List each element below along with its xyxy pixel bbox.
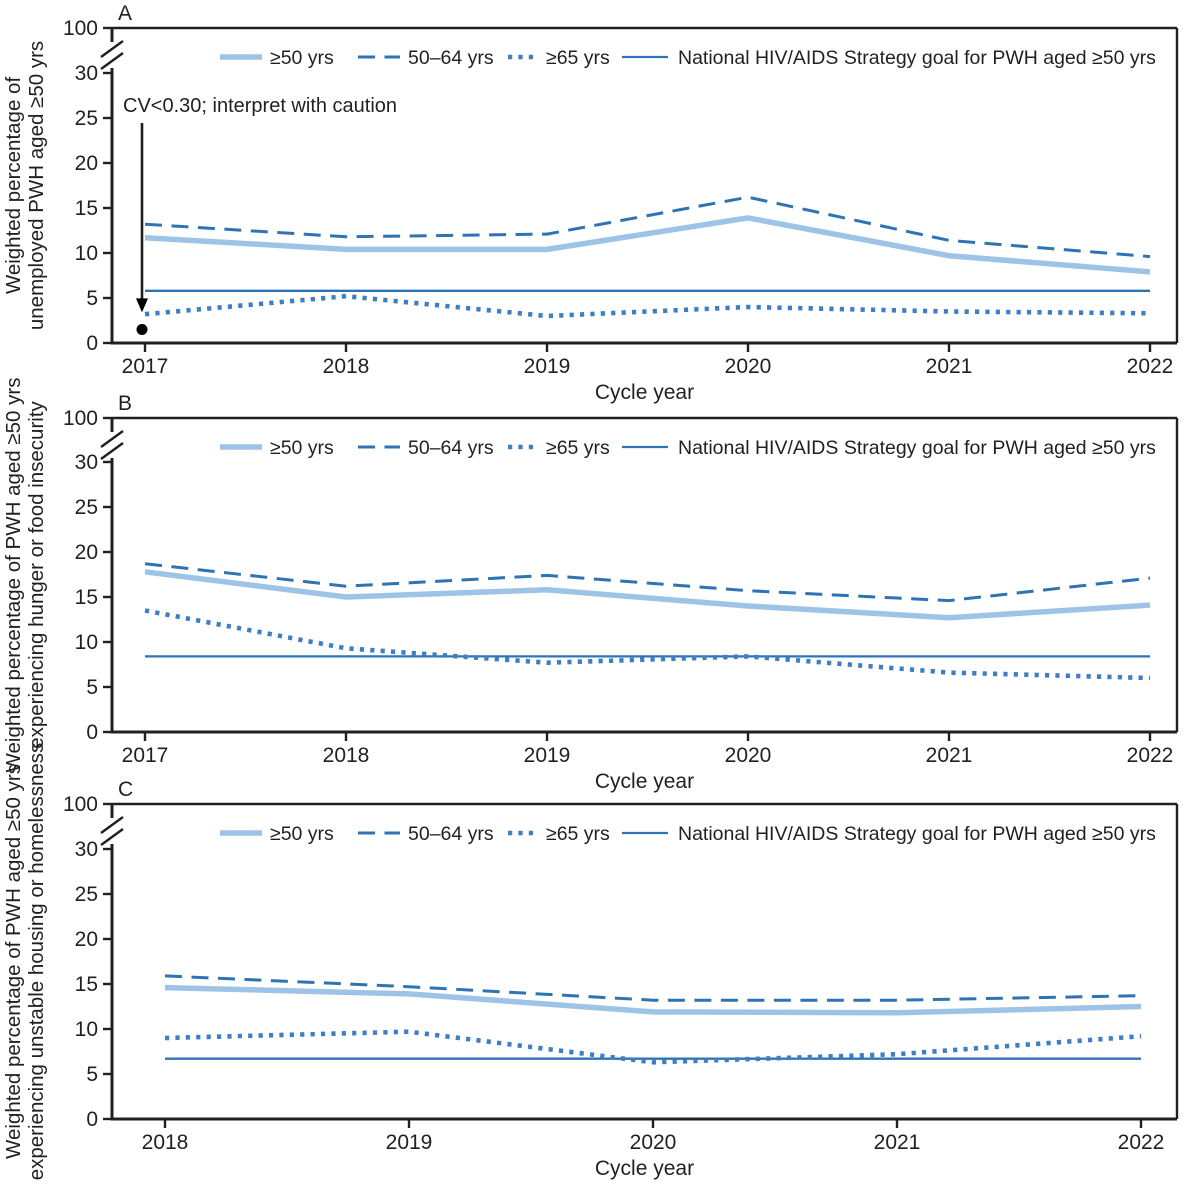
- y-axis-title-line2: unemployed PWH aged ≥50 yrs: [25, 41, 48, 330]
- series-line-thick-solid-light: [144, 569, 1151, 621]
- y-axis-title-line2: experiencing hunger or food insecurity: [25, 400, 48, 748]
- y-break-top-label: 100: [63, 407, 98, 430]
- y-tick-label: 20: [75, 928, 98, 951]
- y-break-top-label: 100: [63, 793, 98, 816]
- y-tick-label: 25: [75, 883, 98, 906]
- legend-label: ≥65 yrs: [546, 47, 610, 69]
- legend-label: National HIV/AIDS Strategy goal for PWH …: [678, 823, 1156, 845]
- y-tick-label: 30: [75, 451, 98, 474]
- y-tick-label: 30: [75, 838, 98, 861]
- annotation-text: CV<0.30; interpret with caution: [123, 95, 397, 117]
- series-line-dotted: [144, 608, 1151, 681]
- y-break-top-label: 100: [63, 17, 98, 40]
- axis-break-slash: [100, 828, 124, 846]
- y-tick-label: 20: [75, 152, 98, 175]
- x-tick-label: 2020: [725, 744, 772, 767]
- y-tick-label: 0: [86, 332, 98, 355]
- x-tick-label: 2020: [725, 355, 772, 378]
- y-tick-label: 25: [75, 496, 98, 519]
- x-tick-label: 2021: [926, 355, 973, 378]
- series-line-dashed: [144, 195, 1151, 259]
- series-line-thick-solid-light: [164, 984, 1142, 1016]
- x-tick-label: 2022: [1127, 744, 1174, 767]
- x-tick-label: 2021: [926, 744, 973, 767]
- x-tick-label: 2021: [874, 1131, 921, 1154]
- y-tick-label: 10: [75, 242, 98, 265]
- y-tick-label: 0: [86, 1108, 98, 1131]
- y-tick-label: 10: [75, 1018, 98, 1041]
- panel-letter: A: [118, 2, 132, 25]
- x-tick-label: 2018: [323, 355, 370, 378]
- axis-break-slash: [100, 52, 124, 70]
- panel-C: 0 5 10 15 20 25 30 100 2018 2019 2020 2021 2022 Cycle…: [2, 743, 1179, 1181]
- y-tick-label: 5: [86, 676, 98, 699]
- y-tick-label: 30: [75, 62, 98, 85]
- y-tick-label: 5: [86, 287, 98, 310]
- x-tick-label: 2020: [630, 1131, 677, 1154]
- y-axis-title-line1: Weighted percentage of: [2, 77, 25, 295]
- panel-letter: B: [118, 392, 132, 415]
- panel-A: 0 5 10 15 20 25 30 100 2017 2018 2019 2020 2021 2022 C…: [2, 2, 1179, 404]
- y-tick-label: 5: [86, 1063, 98, 1086]
- axis-break-slash: [100, 430, 124, 448]
- panel-B: 0 5 10 15 20 25 30 100 2017 2018 2019 2020 2021 2022 C…: [2, 378, 1179, 793]
- x-tick-label: 2019: [524, 355, 571, 378]
- x-tick-label: 2018: [142, 1131, 189, 1154]
- x-tick-label: 2019: [524, 744, 571, 767]
- annotation-dot: [136, 324, 148, 335]
- legend-label: 50–64 yrs: [408, 47, 494, 69]
- y-axis-title-line1: Weighted percentage of PWH aged ≥50 yrs: [2, 378, 25, 773]
- x-tick-label: 2017: [122, 355, 169, 378]
- x-axis-title: Cycle year: [595, 770, 694, 793]
- y-tick-label: 15: [75, 586, 98, 609]
- y-tick-label: 0: [86, 721, 98, 744]
- x-tick-label: 2018: [323, 744, 370, 767]
- y-axis-title-line1: Weighted percentage of PWH aged ≥50 yrs: [2, 764, 25, 1159]
- legend-label: ≥50 yrs: [270, 437, 334, 459]
- series-line-thick-solid-light: [144, 215, 1151, 275]
- panel-letter: C: [118, 778, 133, 801]
- x-tick-label: 2022: [1118, 1131, 1165, 1154]
- y-tick-label: 15: [75, 973, 98, 996]
- annotation-arrowhead: [136, 298, 148, 313]
- legend-label: ≥65 yrs: [546, 437, 610, 459]
- axis-break-slash: [100, 40, 124, 58]
- y-tick-label: 25: [75, 107, 98, 130]
- y-tick-label: 20: [75, 541, 98, 564]
- legend-label: National HIV/AIDS Strategy goal for PWH …: [678, 437, 1156, 459]
- y-tick-label: 10: [75, 631, 98, 654]
- y-tick-label: 15: [75, 197, 98, 220]
- x-axis-title: Cycle year: [595, 1157, 694, 1180]
- x-tick-label: 2022: [1127, 355, 1174, 378]
- legend-label: ≥50 yrs: [270, 823, 334, 845]
- x-tick-label: 2019: [386, 1131, 433, 1154]
- legend-label: ≥65 yrs: [546, 823, 610, 845]
- series-line-dashed: [164, 974, 1142, 1002]
- series-line-dashed: [144, 562, 1151, 603]
- x-axis-title: Cycle year: [595, 381, 694, 404]
- axis-break-slash: [100, 816, 124, 834]
- legend-label: ≥50 yrs: [270, 47, 334, 69]
- series-line-dotted: [144, 293, 1151, 319]
- legend-label: 50–64 yrs: [408, 437, 494, 459]
- legend-label: 50–64 yrs: [408, 823, 494, 845]
- y-axis-title-line2: experiencing unstable housing or homeles…: [25, 743, 48, 1181]
- series-line-dotted: [164, 1029, 1142, 1065]
- x-tick-label: 2017: [122, 744, 169, 767]
- axis-break-slash: [100, 442, 124, 460]
- legend-label: National HIV/AIDS Strategy goal for PWH …: [678, 47, 1156, 69]
